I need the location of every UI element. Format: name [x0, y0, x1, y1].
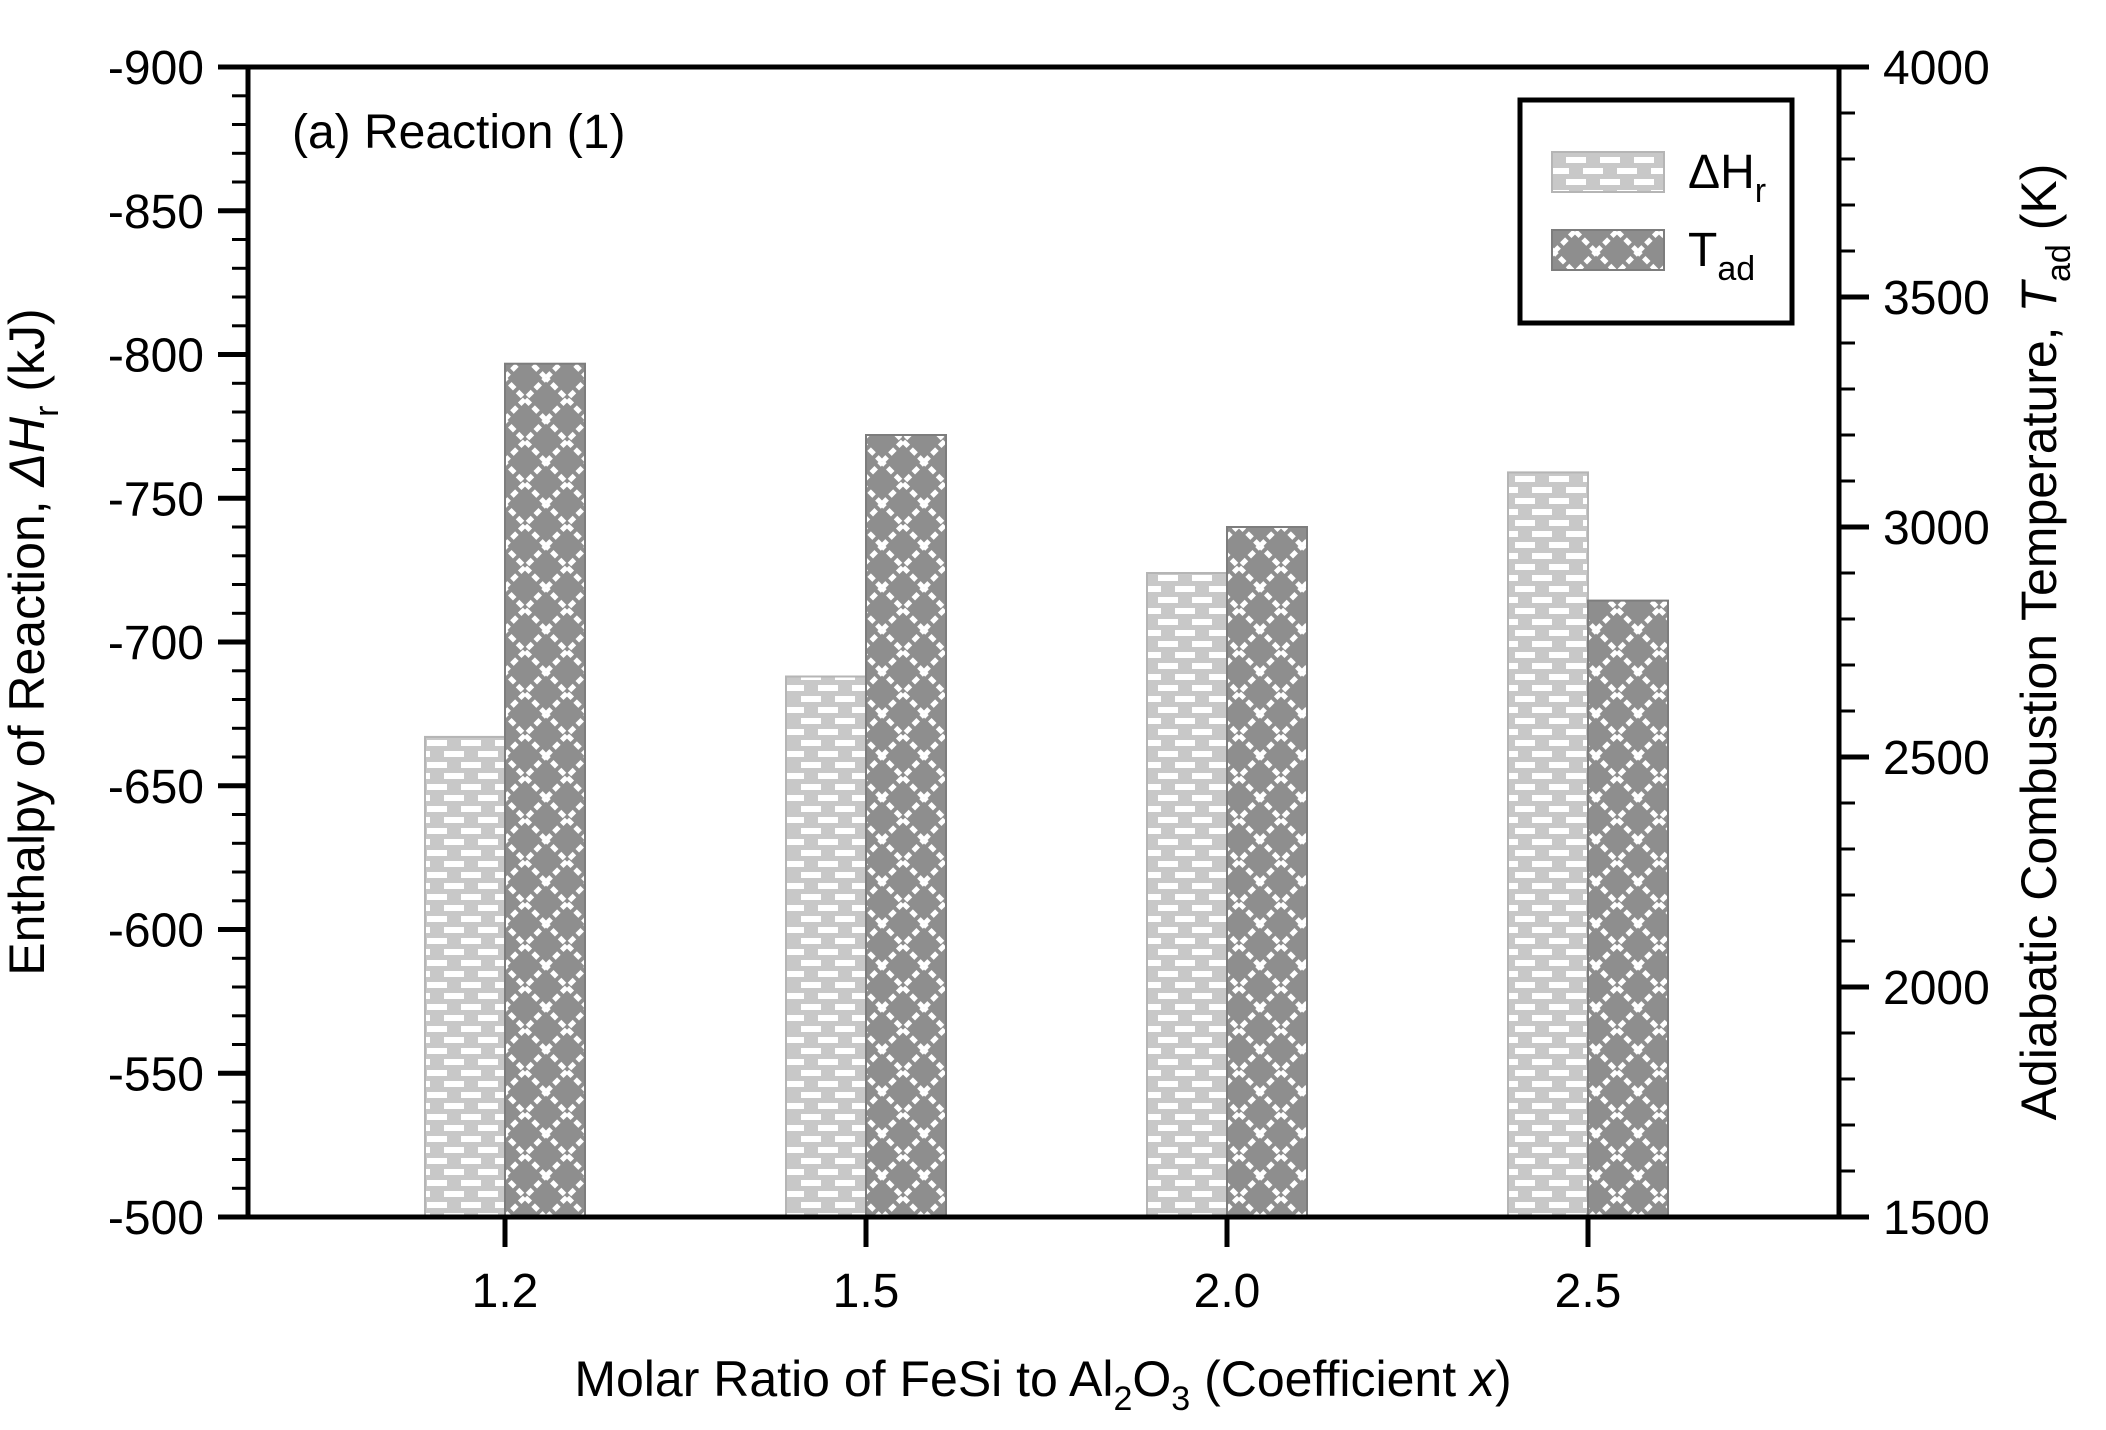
- left-tick-label: -650: [108, 761, 204, 814]
- bar-Tad-2.5: [1587, 599, 1669, 1218]
- left-axis: -900 -850 -800 -750 -700 -650 -600 -550 -500: [108, 42, 248, 1245]
- right-tick-label: 2000: [1883, 962, 1990, 1015]
- legend-label-tad: Tad: [1688, 224, 1755, 288]
- bar-Tad-2.0: [1226, 526, 1308, 1218]
- right-tick-label: 1500: [1883, 1192, 1990, 1245]
- right-tick-label: 3500: [1883, 272, 1990, 325]
- left-tick-label: -550: [108, 1048, 204, 1101]
- legend-item-tad: Tad: [1551, 224, 1755, 288]
- left-tick-label: -900: [108, 42, 204, 95]
- right-axis-title: Adiabatic Combustion Temperature, Tad (K…: [2011, 164, 2078, 1121]
- bar-Tad-1.5: [865, 434, 947, 1218]
- left-tick-label: -800: [108, 330, 204, 383]
- bar-Tad-1.2: [504, 362, 586, 1218]
- x-tick-label: 1.2: [472, 1265, 539, 1318]
- x-tick-label: 2.0: [1194, 1265, 1261, 1318]
- bar-ΔHr-2.0: [1146, 572, 1228, 1218]
- right-tick-label: 2500: [1883, 732, 1990, 785]
- legend-swatch-dhr: [1551, 151, 1665, 193]
- x-tick-label: 2.5: [1555, 1265, 1622, 1318]
- left-tick-label: -750: [108, 473, 204, 526]
- panel-annotation: (a) Reaction (1): [292, 106, 625, 159]
- bar-ΔHr-2.5: [1507, 471, 1589, 1218]
- left-tick-label: -600: [108, 905, 204, 958]
- legend: ΔHr Tad: [1517, 97, 1795, 326]
- legend-label-dhr: ΔHr: [1688, 146, 1766, 210]
- bar-ΔHr-1.5: [785, 675, 867, 1218]
- bars-layer: [424, 362, 1669, 1219]
- left-tick-label: -500: [108, 1192, 204, 1245]
- x-axis: 1.2 1.5 2.0 2.5: [472, 1217, 1622, 1318]
- x-axis-title: Molar Ratio of FeSi to Al2O3 (Coefficien…: [574, 1351, 1511, 1418]
- left-tick-label: -850: [108, 186, 204, 239]
- x-tick-label: 1.5: [833, 1265, 900, 1318]
- legend-box: [1517, 97, 1795, 326]
- left-tick-label: -700: [108, 617, 204, 670]
- legend-swatch-tad: [1551, 229, 1665, 271]
- right-tick-label: 4000: [1883, 42, 1990, 95]
- right-tick-label: 3000: [1883, 502, 1990, 555]
- right-axis: 1500 2000 2500 3000 3500 4000: [1839, 42, 1990, 1245]
- bar-ΔHr-1.2: [424, 735, 506, 1219]
- left-axis-title: Enthalpy of Reaction, ΔHr (kJ): [0, 308, 66, 975]
- legend-item-dhr: ΔHr: [1551, 146, 1766, 210]
